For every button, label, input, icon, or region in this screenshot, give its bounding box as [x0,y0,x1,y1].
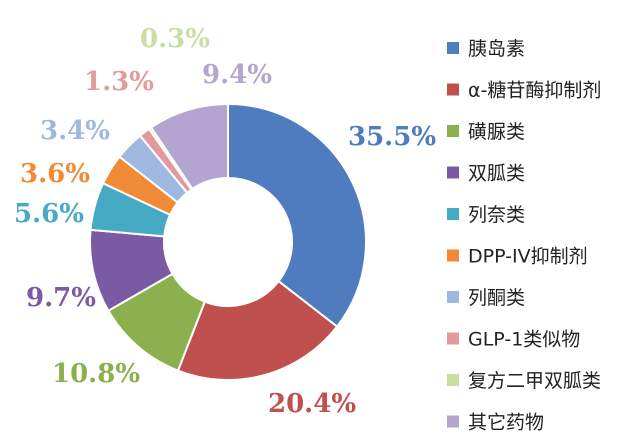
legend-label-0: 胰岛素 [468,38,525,60]
percent-label-0: 35.5% [348,122,436,152]
percent-label-2: 10.8% [52,359,140,389]
legend-label-3: 双胍类 [468,163,525,185]
legend-label-7: GLP-1类似物 [468,329,580,351]
percent-label-6: 3.4% [40,116,110,146]
legend-swatch-8 [447,374,459,386]
legend-label-1: α-糖苷酶抑制剂 [468,80,601,102]
legend-label-9: 其它药物 [468,412,544,434]
legend-label-2: 磺脲类 [468,121,525,143]
legend-swatch-3 [447,166,459,179]
legend-swatch-2 [447,125,459,137]
slice-9 [149,102,229,191]
legend-label-5: DPP-IV抑制剂 [468,246,588,268]
legend-swatch-9 [447,415,459,428]
legend-swatch-7 [447,332,459,345]
percent-label-5: 3.6% [20,159,90,189]
percent-label-4: 5.6% [14,199,84,229]
legend-swatch-6 [447,291,459,303]
donut-slices [89,102,367,381]
percent-labels: 35.5% 20.4% 10.8% 9.7% 5.6% 3.6% 3.4% 1.3% 0.3% 9… [14,24,436,419]
legend-swatch-5 [447,249,459,262]
percent-label-9: 9.4% [202,60,272,90]
percent-label-8: 0.3% [140,24,210,54]
percent-label-3: 9.7% [26,283,96,313]
legend-swatch-1 [447,83,459,96]
slice-1 [176,279,339,381]
legend-label-6: 列酮类 [468,287,525,309]
legend-label-8: 复方二甲双胍类 [468,370,601,392]
percent-label-7: 1.3% [84,67,154,97]
legend-swatch-0 [447,42,459,54]
percent-label-1: 20.4% [268,389,356,419]
legend-label-4: 列奈类 [468,204,525,226]
legend-swatch-4 [447,208,459,220]
slice-0 [227,102,367,328]
